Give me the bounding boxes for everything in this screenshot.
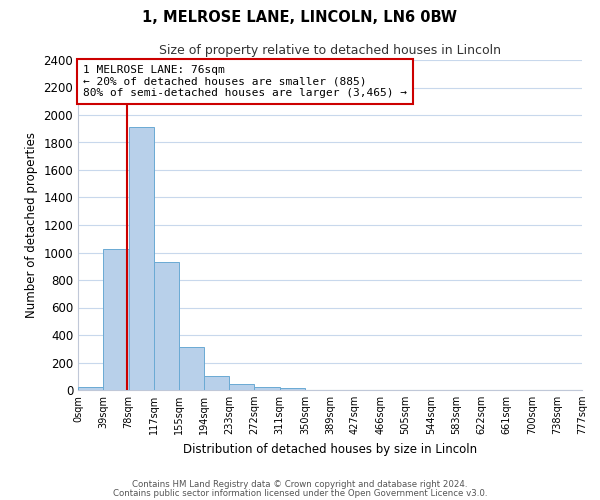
Bar [78,387,103,390]
Bar [229,384,254,390]
Text: Contains HM Land Registry data © Crown copyright and database right 2024.: Contains HM Land Registry data © Crown c… [132,480,468,489]
X-axis label: Distribution of detached houses by size in Lincoln: Distribution of detached houses by size … [183,442,477,456]
Title: Size of property relative to detached houses in Lincoln: Size of property relative to detached ho… [159,44,501,58]
Bar [254,387,280,390]
Text: 1, MELROSE LANE, LINCOLN, LN6 0BW: 1, MELROSE LANE, LINCOLN, LN6 0BW [143,10,458,25]
Text: Contains public sector information licensed under the Open Government Licence v3: Contains public sector information licen… [113,488,487,498]
Bar [103,249,128,390]
Bar [128,128,154,390]
Bar [179,346,204,390]
Text: 1 MELROSE LANE: 76sqm
← 20% of detached houses are smaller (885)
80% of semi-det: 1 MELROSE LANE: 76sqm ← 20% of detached … [83,65,407,98]
Bar [154,262,179,390]
Bar [280,388,305,390]
Bar [204,376,229,390]
Y-axis label: Number of detached properties: Number of detached properties [25,132,38,318]
